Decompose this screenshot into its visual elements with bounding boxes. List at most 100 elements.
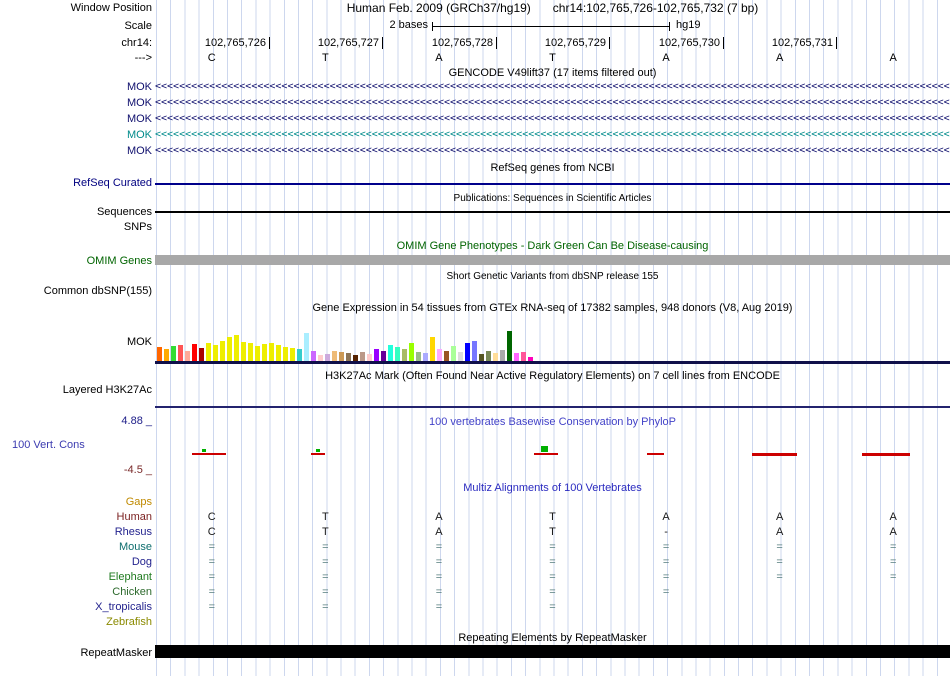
h3k27ac-signal-line[interactable] — [155, 406, 950, 408]
gencode-item-label[interactable]: MOK — [126, 129, 152, 141]
phylop-mark — [752, 453, 797, 456]
phylop-mark — [541, 446, 548, 452]
window-title: Human Feb. 2009 (GRCh37/hg19) chr14:102,7… — [155, 1, 950, 15]
gencode-item-label[interactable]: MOK — [126, 81, 152, 93]
refseq-curated-item[interactable] — [155, 183, 950, 185]
coordinate-label: 102,765,728 — [431, 37, 493, 49]
gtex-expression-bar — [395, 347, 400, 361]
gencode-transcript-item[interactable]: <<<<<<<<<<<<<<<<<<<<<<<<<<<<<<<<<<<<<<<<… — [155, 97, 950, 108]
phylop-track-label[interactable]: 100 Vert. Cons — [12, 439, 85, 451]
phylop-mark — [647, 453, 664, 455]
multiz-species-label[interactable]: Dog — [131, 556, 152, 568]
scale-value: 2 bases — [389, 19, 428, 31]
gencode-transcript-item[interactable]: <<<<<<<<<<<<<<<<<<<<<<<<<<<<<<<<<<<<<<<<… — [155, 81, 950, 92]
coordinate-tick — [496, 37, 497, 49]
gencode-item-label[interactable]: MOK — [126, 97, 152, 109]
base-letter: A — [775, 52, 784, 64]
gtex-expression-bar — [325, 354, 330, 361]
guideline-grid — [156, 0, 950, 676]
refseq-track-header[interactable]: RefSeq genes from NCBI — [490, 162, 615, 174]
multiz-alignment-base: = — [549, 571, 556, 583]
coordinate-tick — [609, 37, 610, 49]
omim-track-header[interactable]: OMIM Gene Phenotypes - Dark Green Can Be… — [396, 240, 709, 252]
repeatmasker-item[interactable] — [155, 645, 950, 658]
multiz-alignment-base: = — [662, 541, 670, 553]
gtex-track-header[interactable]: Gene Expression in 54 tissues from GTEx … — [312, 302, 793, 314]
gtex-expression-bar — [416, 352, 421, 361]
base-letter: A — [662, 52, 670, 64]
gtex-expression-bar — [514, 353, 519, 361]
layered-h3k27ac-label[interactable]: Layered H3K27Ac — [62, 384, 152, 396]
omim-gene-item[interactable] — [155, 255, 950, 265]
phylop-min-label: -4.5 _ — [123, 464, 152, 476]
coordinate-label: 102,765,726 — [204, 37, 266, 49]
multiz-alignment-base: = — [208, 571, 215, 583]
phylop-max-label: 4.88 _ — [121, 415, 152, 427]
strand-direction-label: ---> — [134, 52, 152, 64]
coordinate-label: 102,765,731 — [771, 37, 833, 49]
phylop-mark — [311, 453, 325, 455]
gencode-transcript-item[interactable]: <<<<<<<<<<<<<<<<<<<<<<<<<<<<<<<<<<<<<<<<… — [155, 129, 950, 140]
multiz-alignment-base: = — [549, 541, 556, 553]
coordinate-tick — [836, 37, 837, 49]
omim-genes-label[interactable]: OMIM Genes — [86, 255, 152, 267]
multiz-alignment-base: A — [775, 511, 784, 523]
multiz-species-label[interactable]: Zebrafish — [106, 616, 152, 628]
phylop-track-header[interactable]: 100 vertebrates Basewise Conservation by… — [428, 416, 677, 428]
gtex-expression-bar — [311, 351, 316, 361]
gtex-expression-bar — [353, 355, 358, 361]
multiz-species-label[interactable]: Rhesus — [114, 526, 152, 538]
gtex-expression-bar — [437, 349, 442, 361]
multiz-alignment-base: A — [435, 526, 443, 538]
multiz-species-label[interactable]: Gaps — [125, 496, 152, 508]
multiz-alignment-base: T — [549, 511, 556, 523]
coordinate-label: 102,765,730 — [658, 37, 720, 49]
gtex-expression-bar — [276, 345, 281, 361]
scale-bar — [432, 26, 670, 27]
repeatmasker-track-header[interactable]: Repeating Elements by RepeatMasker — [458, 632, 647, 644]
coordinate-tick — [382, 37, 383, 49]
publications-track-header[interactable]: Publications: Sequences in Scientific Ar… — [453, 193, 652, 204]
gtex-gene-label[interactable]: MOK — [126, 336, 152, 348]
dbsnp-track-header[interactable]: Short Genetic Variants from dbSNP releas… — [446, 271, 659, 282]
multiz-track-header[interactable]: Multiz Alignments of 100 Vertebrates — [463, 482, 642, 494]
multiz-species-label[interactable]: Elephant — [108, 571, 152, 583]
sequences-item[interactable] — [155, 211, 950, 213]
gtex-expression-bar — [248, 343, 253, 361]
gtex-expression-bar — [374, 349, 379, 361]
refseq-curated-label[interactable]: RefSeq Curated — [73, 177, 152, 189]
snps-label[interactable]: SNPs — [123, 221, 152, 233]
coordinate-tick — [723, 37, 724, 49]
sequences-label[interactable]: Sequences — [96, 206, 152, 218]
gtex-baseline — [155, 361, 950, 364]
gencode-transcript-item[interactable]: <<<<<<<<<<<<<<<<<<<<<<<<<<<<<<<<<<<<<<<<… — [155, 145, 950, 156]
gtex-expression-bar — [430, 337, 435, 361]
h3k27ac-track-header[interactable]: H3K27Ac Mark (Often Found Near Active Re… — [325, 370, 780, 382]
multiz-alignment-base: A — [889, 526, 897, 538]
gtex-expression-bar — [171, 346, 176, 361]
gencode-track-header[interactable]: GENCODE V49lift37 (17 items filtered out… — [448, 67, 657, 79]
gencode-transcript-item[interactable]: <<<<<<<<<<<<<<<<<<<<<<<<<<<<<<<<<<<<<<<<… — [155, 113, 950, 124]
repeatmasker-label[interactable]: RepeatMasker — [80, 647, 152, 659]
multiz-species-label[interactable]: X_tropicalis — [95, 601, 152, 613]
gtex-expression-bar — [402, 349, 407, 361]
phylop-mark — [192, 453, 226, 455]
multiz-alignment-base: = — [662, 556, 670, 568]
gencode-item-label[interactable]: MOK — [126, 145, 152, 157]
multiz-alignment-base: = — [322, 571, 329, 583]
gtex-expression-bar — [381, 351, 386, 361]
multiz-alignment-base: = — [435, 556, 443, 568]
multiz-species-label[interactable]: Chicken — [112, 586, 152, 598]
multiz-alignment-base: = — [435, 601, 443, 613]
gencode-item-label[interactable]: MOK — [126, 113, 152, 125]
multiz-species-label[interactable]: Human — [116, 511, 152, 523]
gtex-expression-bar — [486, 351, 491, 361]
coordinate-tick — [269, 37, 270, 49]
common-dbsnp-label[interactable]: Common dbSNP(155) — [43, 285, 152, 297]
multiz-species-label[interactable]: Mouse — [118, 541, 152, 553]
assembly-title: Human Feb. 2009 (GRCh37/hg19) — [346, 1, 531, 15]
gtex-expression-bar — [297, 349, 302, 361]
gtex-expression-bar — [304, 333, 309, 361]
base-letter: T — [549, 52, 556, 64]
